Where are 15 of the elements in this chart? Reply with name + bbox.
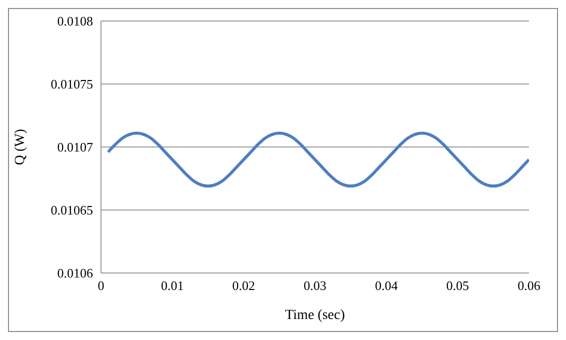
x-tick-label: 0.01: [160, 278, 184, 294]
line-series: [106, 132, 529, 188]
y-tick-label: 0.0106: [57, 266, 94, 281]
x-tick-label: 0.05: [446, 278, 470, 294]
x-tick-label: 0.04: [374, 278, 398, 294]
x-tick-label: 0: [98, 278, 104, 294]
y-tick-label: 0.01075: [50, 76, 93, 92]
y-tick-label: 0.0108: [57, 14, 93, 29]
y-tick-label: 0.01065: [50, 202, 93, 218]
x-axis-title: Time (sec): [285, 308, 346, 323]
x-tick-label: 0.03: [304, 278, 326, 294]
y-tick-label: 0.0107: [57, 140, 94, 155]
x-tick-label: 0.02: [232, 278, 256, 294]
y-axis-title: Q (W): [12, 128, 28, 166]
x-tick-label: 0.06: [518, 278, 541, 294]
